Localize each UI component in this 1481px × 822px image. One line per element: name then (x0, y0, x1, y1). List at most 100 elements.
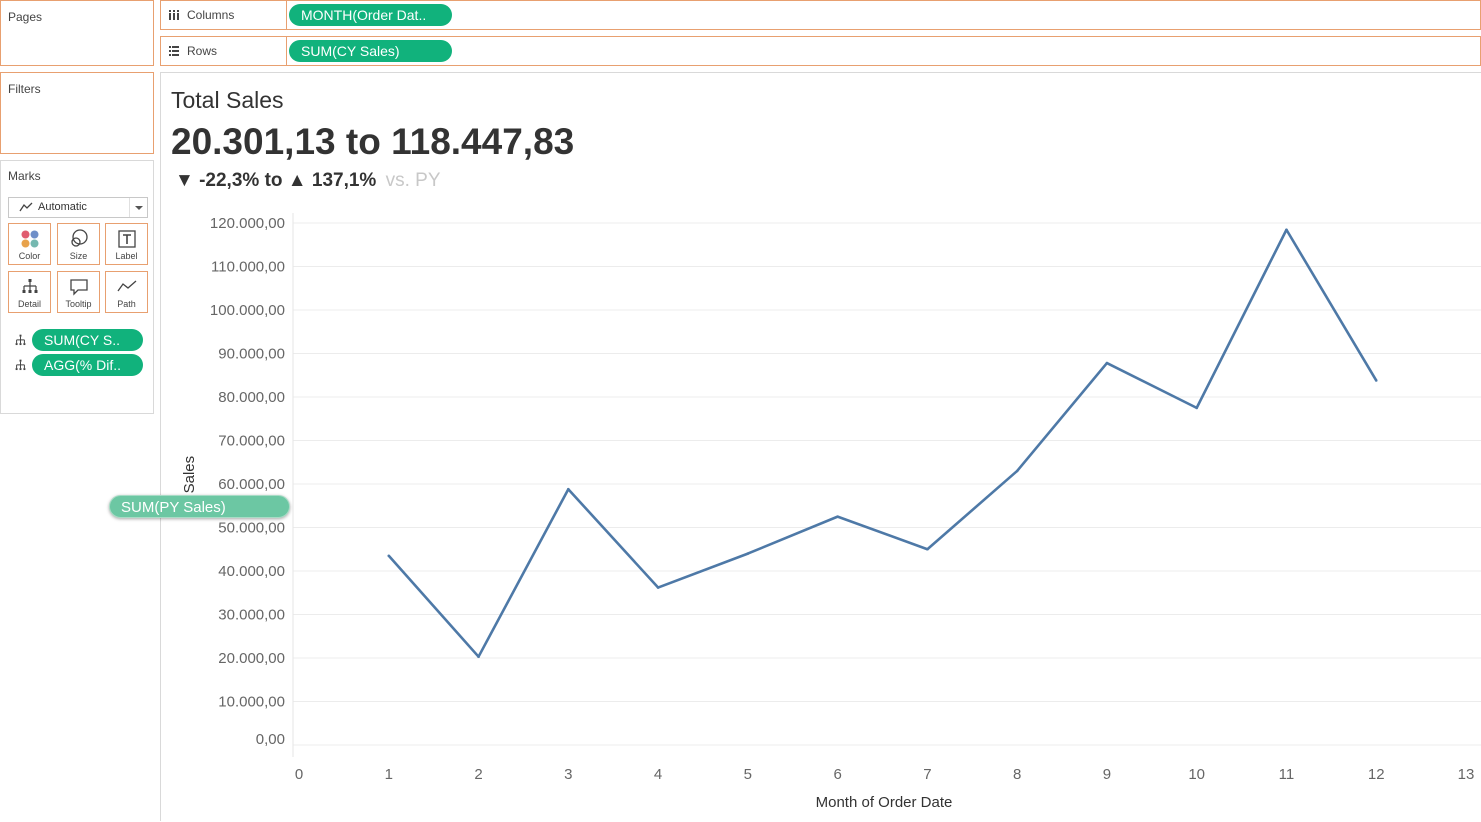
data-point-month-9[interactable] (1105, 361, 1109, 365)
y-tick-label: 20.000,00 (218, 650, 285, 667)
detail-icon (15, 359, 26, 371)
triangle-down-icon: ▼ (175, 170, 194, 191)
y-tick-label: 120.000,00 (210, 215, 285, 232)
pct-change-line: ▼ -22,3% to ▲ 137,1% vs. PY (175, 170, 441, 192)
color-label: Color (18, 251, 41, 261)
y-tick-label: 80.000,00 (218, 389, 285, 406)
vs-py-label: vs. PY (385, 170, 441, 191)
x-tick-label: 10 (1188, 766, 1205, 783)
mark-type-label: Automatic (38, 201, 87, 213)
x-tick-label: 9 (1103, 766, 1111, 783)
x-tick-label: 1 (385, 766, 393, 783)
pct-high: 137,1% (311, 170, 377, 191)
y-tick-label: 60.000,00 (218, 476, 285, 493)
y-axis-ticks: 0,00 10.000,00 20.000,00 30.000,00 40.000,00… (210, 215, 285, 748)
size-button[interactable]: Size (57, 223, 100, 265)
field-pill-cy-sales[interactable]: SUM(CY S.. (32, 329, 143, 351)
line-chart[interactable]: 0,00 10.000,00 20.000,00 30.000,00 40.000,00… (161, 73, 1481, 822)
color-icon (21, 230, 39, 248)
tooltip-icon (70, 279, 88, 296)
detail-icon (15, 334, 26, 346)
sales-range: 20.301,13 to 118.447,83 (171, 121, 575, 162)
x-tick-label: 6 (833, 766, 841, 783)
data-point-month-4[interactable] (656, 586, 660, 589)
x-tick-label: 8 (1013, 766, 1021, 783)
x-tick-label: 3 (564, 766, 572, 783)
y-tick-label: 90.000,00 (218, 346, 285, 363)
data-point-month-10[interactable] (1195, 406, 1198, 410)
pct-to: to (264, 170, 283, 191)
filters-title: Filters (8, 82, 41, 96)
marks-field-row: AGG(% Dif.. (14, 354, 146, 376)
chevron-down-icon[interactable] (129, 198, 147, 217)
line-mark-icon (19, 202, 33, 212)
path-label: Path (117, 299, 136, 309)
view-pane[interactable]: Total Sales 20.301,13 to 118.447,83 ▼ -2… (160, 72, 1481, 821)
data-point-month-5[interactable] (746, 552, 750, 555)
y-tick-label: 10.000,00 (218, 694, 285, 711)
x-tick-label: 11 (1279, 766, 1295, 783)
x-tick-label: 7 (923, 766, 931, 783)
rows-icon (169, 46, 179, 56)
y-tick-label: 0,00 (256, 731, 285, 748)
x-axis-ticks: 0 1 2 3 4 5 6 7 8 9 10 11 12 13 (295, 766, 1475, 783)
data-point-month-8[interactable] (1015, 469, 1019, 473)
mark-type-dropdown[interactable]: Automatic (8, 197, 148, 218)
label-button[interactable]: Label (105, 223, 148, 265)
y-tick-label: 30.000,00 (218, 607, 285, 624)
data-point-month-7[interactable] (926, 547, 929, 551)
x-axis-title: Month of Order Date (816, 794, 953, 811)
detail-label: Detail (17, 299, 41, 309)
columns-shelf[interactable]: Columns MONTH(Order Dat.. (160, 0, 1481, 30)
marks-field-row: SUM(CY S.. (14, 329, 146, 351)
series-points (387, 228, 1378, 658)
data-point-month-1[interactable] (387, 554, 391, 558)
x-tick-label: 13 (1458, 766, 1475, 783)
pct-low: -22,3% (199, 170, 260, 191)
data-point-month-6[interactable] (836, 515, 839, 518)
color-button[interactable]: Color (8, 223, 51, 265)
data-point-month-2[interactable] (477, 655, 480, 658)
marks-card: Marks Automatic Color Size Label (0, 160, 154, 414)
y-tick-label: 70.000,00 (218, 433, 285, 450)
x-tick-label: 12 (1368, 766, 1385, 783)
y-tick-label: 110.000,00 (211, 259, 285, 276)
label-icon (118, 230, 136, 248)
x-tick-label: 5 (744, 766, 752, 783)
field-pill-pct-diff[interactable]: AGG(% Dif.. (32, 354, 143, 376)
view-title: Total Sales (171, 87, 284, 113)
dragging-field-pill[interactable]: SUM(PY Sales) (109, 495, 290, 518)
columns-shelf-label: Columns (161, 1, 287, 29)
x-tick-label: 2 (474, 766, 482, 783)
pages-card[interactable]: Pages (0, 0, 154, 66)
size-label: Size (69, 251, 88, 261)
data-point-month-3[interactable] (567, 487, 570, 491)
rows-shelf[interactable]: Rows SUM(CY Sales) (160, 36, 1481, 66)
data-point-month-11[interactable] (1285, 228, 1288, 232)
pages-title: Pages (8, 10, 43, 24)
data-point-month-12[interactable] (1374, 379, 1378, 382)
label-label: Label (115, 251, 138, 261)
tooltip-label: Tooltip (65, 299, 92, 309)
columns-pill-month[interactable]: MONTH(Order Dat.. (289, 4, 452, 26)
x-tick-label: 0 (295, 766, 303, 783)
rows-shelf-label: Rows (161, 37, 287, 65)
columns-icon (169, 10, 179, 20)
triangle-up-icon: ▲ (287, 170, 307, 191)
detail-icon (22, 279, 38, 293)
series-line-cy-sales[interactable] (387, 228, 1378, 658)
x-tick-label: 4 (654, 766, 662, 783)
y-tick-label: 100.000,00 (210, 302, 285, 319)
rows-label: Rows (187, 44, 218, 58)
y-tick-label: 40.000,00 (218, 563, 285, 580)
filters-card[interactable]: Filters (0, 72, 154, 154)
detail-button[interactable]: Detail (8, 271, 51, 313)
rows-pill-cy-sales[interactable]: SUM(CY Sales) (289, 40, 452, 62)
marks-title: Marks (8, 169, 41, 183)
size-icon (71, 229, 88, 247)
tooltip-button[interactable]: Tooltip (57, 271, 100, 313)
path-button[interactable]: Path (105, 271, 148, 313)
y-tick-label: 50.000,00 (218, 520, 285, 537)
path-icon (117, 280, 137, 292)
grid-lines (293, 222, 1481, 746)
